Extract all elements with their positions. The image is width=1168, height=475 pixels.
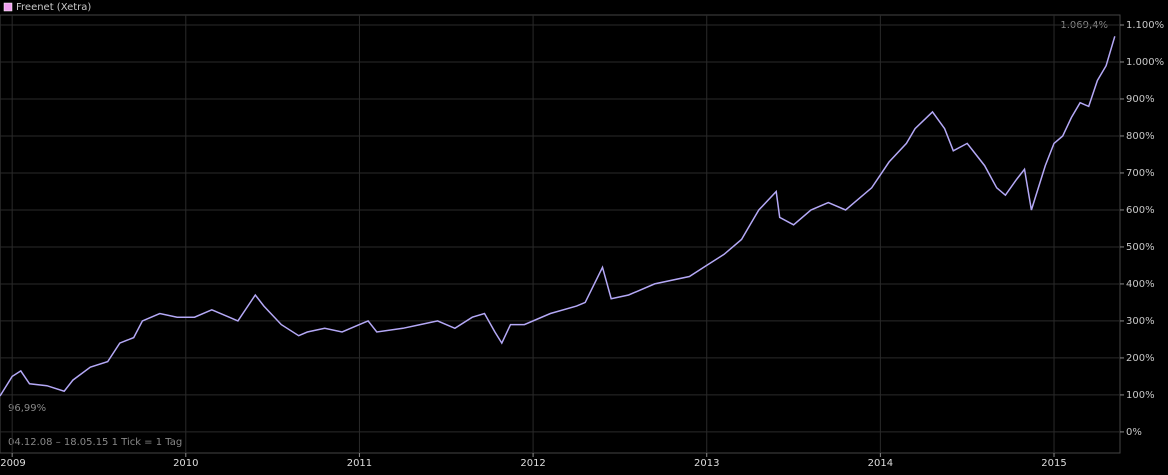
x-tick-label: 2012 <box>520 458 545 469</box>
range-info: 04.12.08 – 18.05.15 1 Tick = 1 Tag <box>8 437 182 448</box>
x-tick-label: 2009 <box>0 458 25 469</box>
plot-area <box>0 14 1121 454</box>
y-tick-label: 800% <box>1126 131 1155 142</box>
last-value-label: 1.069,4% <box>1060 20 1108 31</box>
y-tick-label: 900% <box>1126 94 1155 105</box>
legend-swatch <box>3 2 13 12</box>
x-tick-label: 2014 <box>868 458 893 469</box>
y-tick-label: 1.100% <box>1126 20 1164 31</box>
legend-label: Freenet (Xetra) <box>16 2 91 13</box>
y-tick-label: 300% <box>1126 316 1155 327</box>
x-tick-label: 2013 <box>694 458 719 469</box>
y-tick-label: 400% <box>1126 279 1155 290</box>
y-tick-label: 600% <box>1126 205 1155 216</box>
x-tick-label: 2010 <box>173 458 198 469</box>
y-tick-label: 700% <box>1126 168 1155 179</box>
y-tick-label: 200% <box>1126 353 1155 364</box>
price-line <box>0 36 1116 397</box>
x-tick-label: 2011 <box>347 458 372 469</box>
y-tick-label: 500% <box>1126 242 1155 253</box>
x-tick-label: 2015 <box>1041 458 1066 469</box>
y-tick-label: 100% <box>1126 390 1155 401</box>
first-value-label: 96,99% <box>8 403 46 414</box>
y-tick-label: 1.000% <box>1126 57 1164 68</box>
y-tick-label: 0% <box>1126 427 1142 438</box>
